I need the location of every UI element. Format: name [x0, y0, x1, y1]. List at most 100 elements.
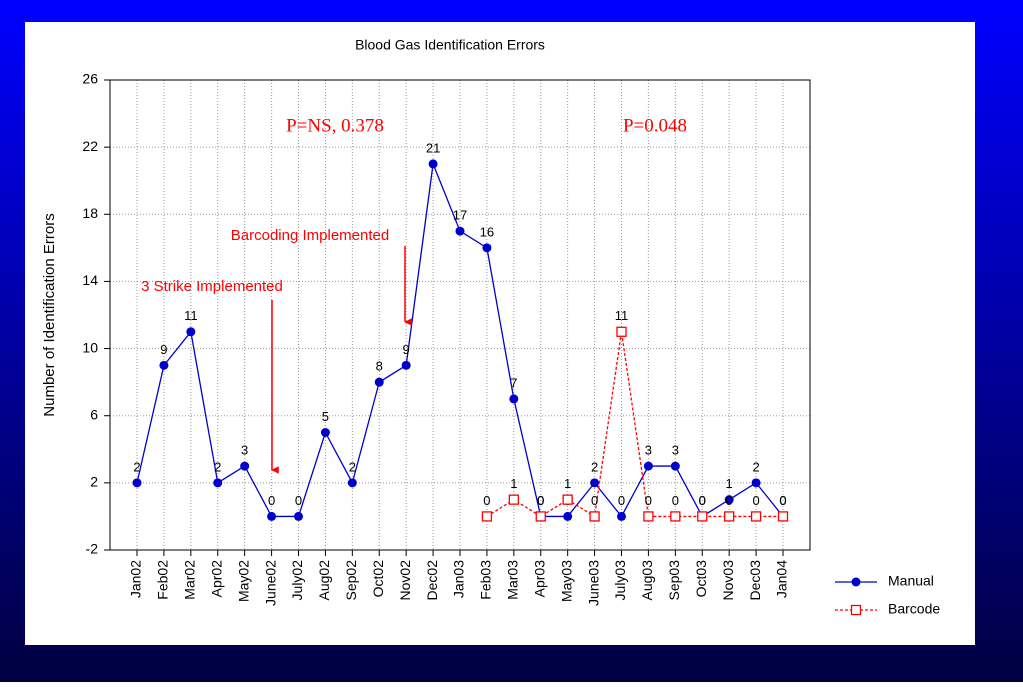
y-tick-label: 18: [82, 205, 98, 221]
annotation: Barcoding Implemented: [231, 227, 389, 244]
panel: [25, 22, 975, 645]
data-label: 2: [214, 459, 221, 474]
point: [562, 494, 573, 505]
point: [751, 478, 761, 488]
legend-marker: [850, 604, 862, 616]
data-label: 9: [160, 342, 167, 357]
y-axis-label: Number of Identification Errors: [41, 213, 58, 416]
data-label: 8: [376, 359, 383, 374]
data-label: 1: [564, 476, 571, 491]
data-label: 2: [133, 459, 140, 474]
x-tick-label: Nov03: [720, 560, 736, 601]
data-label: 2: [349, 459, 356, 474]
data-label: 16: [480, 224, 494, 239]
point: [590, 478, 600, 488]
y-tick-label: 6: [90, 406, 98, 422]
data-label: 3: [645, 443, 652, 458]
point: [750, 511, 762, 522]
x-tick-label: Oct02: [370, 560, 386, 598]
data-label: 17: [453, 208, 467, 223]
annotation: 3 Strike Implemented: [141, 278, 283, 295]
y-tick-label: -2: [86, 541, 99, 557]
y-tick-label: 26: [82, 71, 98, 87]
point: [670, 461, 680, 471]
data-label: 0: [779, 493, 786, 508]
data-label: 7: [510, 375, 517, 390]
data-label: 3: [241, 443, 248, 458]
point: [132, 478, 142, 488]
x-tick-label: Aug03: [639, 560, 655, 601]
x-tick-label: Mar02: [182, 560, 198, 600]
point: [481, 511, 493, 522]
data-label: 2: [752, 459, 759, 474]
point: [186, 327, 196, 337]
y-tick-label: 14: [82, 272, 98, 288]
x-tick-label: Dec03: [747, 560, 763, 601]
annotation: P=NS, 0.378: [286, 115, 384, 136]
point: [347, 478, 357, 488]
data-label: 3: [672, 443, 679, 458]
chart-title: Blood Gas Identification Errors: [355, 37, 545, 53]
data-label: 21: [426, 140, 440, 155]
data-label: 9: [403, 342, 410, 357]
x-tick-label: Jan04: [774, 560, 790, 598]
point: [617, 511, 626, 521]
data-label: 5: [322, 409, 329, 424]
x-tick-label: June03: [585, 560, 601, 606]
point: [643, 461, 653, 471]
x-tick-label: Feb02: [155, 560, 171, 600]
x-tick-label: July03: [612, 560, 628, 601]
point: [401, 360, 411, 370]
point: [724, 511, 735, 522]
data-label: 0: [295, 493, 302, 508]
x-tick-label: Dec02: [424, 560, 440, 601]
point: [670, 511, 681, 522]
data-label: 11: [615, 308, 629, 323]
x-tick-label: June02: [262, 560, 278, 606]
x-tick-label: Nov02: [397, 560, 413, 601]
data-label: 0: [726, 493, 733, 508]
data-label: 0: [268, 493, 275, 508]
x-tick-label: Jan03: [451, 560, 467, 598]
data-label: 1: [726, 476, 733, 491]
data-label: 0: [672, 493, 679, 508]
point: [159, 360, 169, 370]
point: [777, 511, 789, 522]
point: [455, 226, 465, 236]
data-label: 0: [645, 493, 652, 508]
point: [374, 377, 384, 387]
x-tick-label: Apr03: [531, 560, 547, 598]
x-tick-label: May03: [558, 560, 574, 602]
point: [535, 511, 546, 522]
point: [616, 326, 627, 337]
data-label: 11: [184, 308, 198, 323]
point: [482, 243, 492, 253]
point: [563, 511, 573, 521]
y-tick-label: 2: [90, 474, 98, 490]
point: [213, 478, 223, 488]
data-label: 0: [537, 493, 544, 508]
point: [643, 511, 654, 522]
point: [294, 511, 303, 521]
x-tick-label: Apr02: [208, 560, 224, 598]
data-label: 0: [483, 493, 490, 508]
data-label: 1: [510, 476, 517, 491]
point: [267, 511, 277, 521]
point: [240, 461, 250, 471]
x-tick-label: Jan02: [128, 560, 144, 598]
x-tick-label: Oct03: [693, 560, 709, 598]
annotation: P=0.048: [623, 115, 687, 136]
legend-marker: [851, 577, 861, 587]
plot-frame: [109, 79, 811, 551]
data-label: 0: [752, 493, 759, 508]
point: [320, 428, 330, 437]
data-label: 0: [779, 493, 786, 508]
data-label: 0: [699, 493, 706, 508]
x-tick-label: Aug02: [316, 560, 332, 601]
legend-label: Manual: [888, 573, 934, 589]
point: [508, 494, 519, 505]
x-tick-label: Sep02: [343, 560, 359, 601]
y-tick-label: 22: [82, 138, 98, 154]
